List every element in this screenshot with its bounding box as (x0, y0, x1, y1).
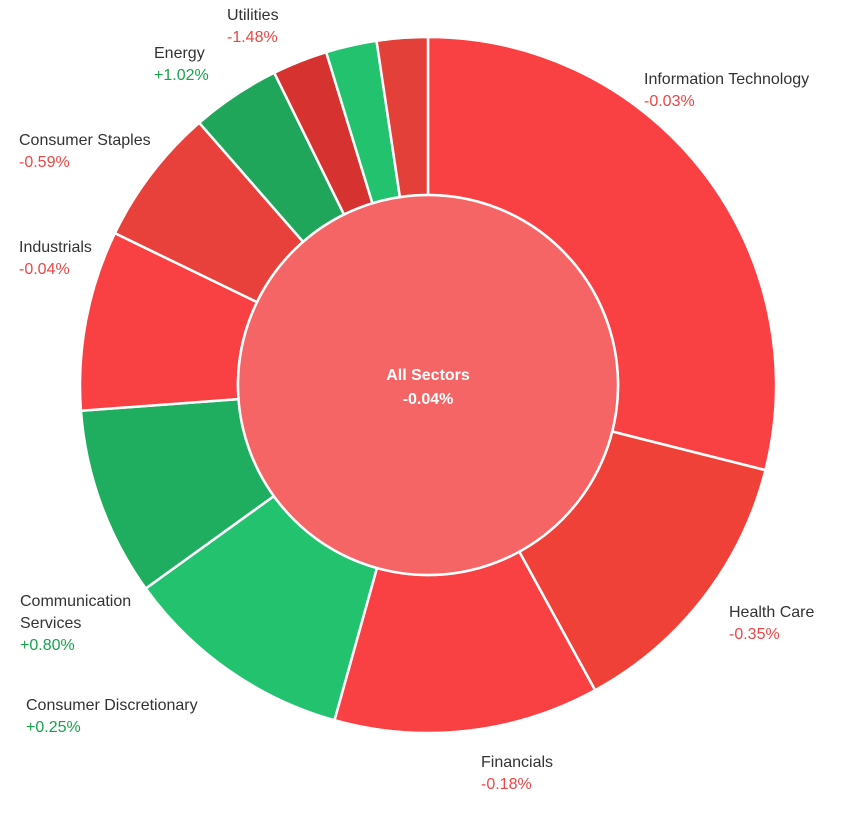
change-utilities: -1.48% (227, 29, 278, 46)
label-utilities: Utilities (227, 7, 279, 24)
labels-layer: Information Technology -0.03% Health Care -… (19, 7, 814, 793)
label-communication-services-line-1: Communication (20, 593, 131, 610)
change-financials: -0.18% (481, 776, 532, 793)
change-consumer-discretionary: +0.25% (26, 719, 81, 736)
change-industrials: -0.04% (19, 261, 70, 278)
change-energy: +1.02% (154, 67, 209, 84)
slices-layer (78, 35, 778, 735)
change-consumer-staples: -0.59% (19, 154, 70, 171)
label-industrials: Industrials (19, 239, 92, 256)
center-label: All Sectors (386, 367, 470, 384)
change-health-care: -0.35% (729, 626, 780, 643)
label-information-technology: Information Technology (644, 71, 809, 88)
center-circle[interactable] (236, 193, 620, 577)
change-information-technology: -0.03% (644, 93, 695, 110)
label-communication-services-line-2: Services (20, 615, 81, 632)
label-energy: Energy (154, 45, 205, 62)
change-communication-services: +0.80% (20, 637, 75, 654)
label-consumer-staples: Consumer Staples (19, 132, 151, 149)
label-health-care: Health Care (729, 604, 814, 621)
center-change: -0.04% (403, 391, 454, 408)
label-financials: Financials (481, 754, 553, 771)
label-consumer-discretionary: Consumer Discretionary (26, 697, 198, 714)
